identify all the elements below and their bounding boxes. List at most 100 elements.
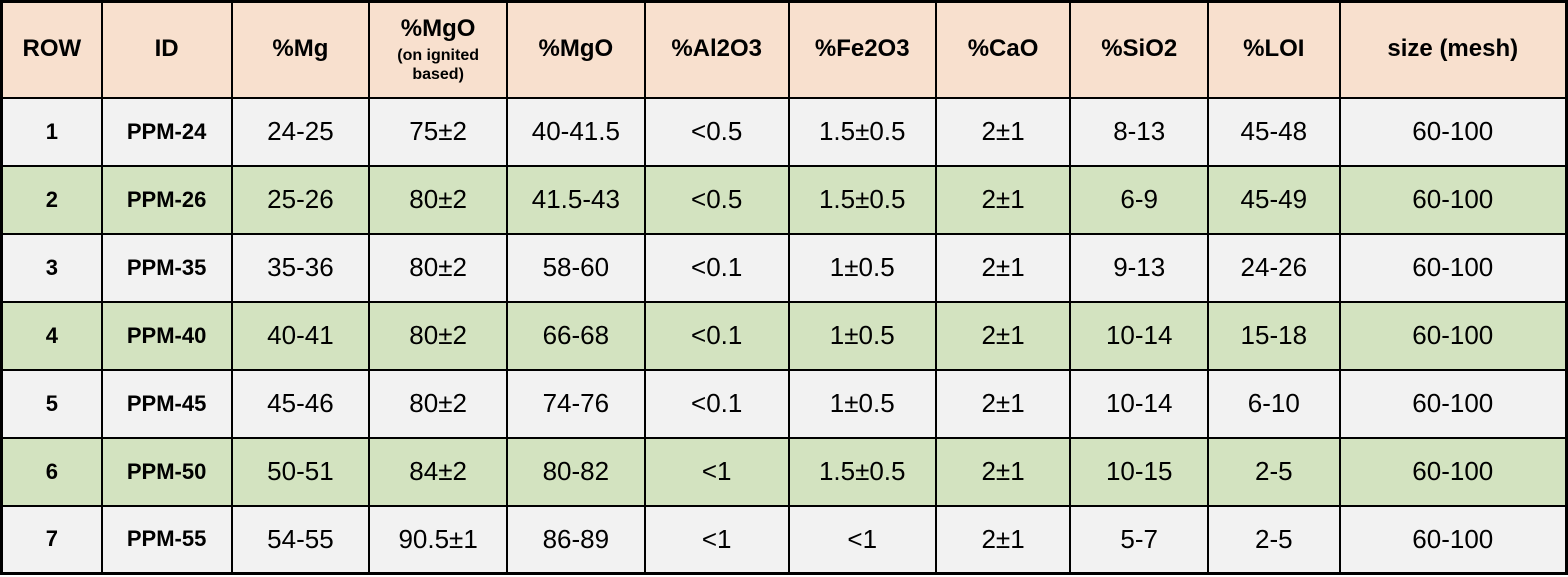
cell: 10-14	[1070, 302, 1208, 370]
col-header-label: %LOI	[1243, 35, 1304, 62]
cell: <1	[789, 506, 936, 574]
col-header-3: %MgO (on ignited based)	[369, 2, 507, 98]
cell: 41.5-43	[507, 166, 645, 234]
row-index: 2	[2, 166, 102, 234]
cell: 80±2	[369, 166, 507, 234]
cell: 6-9	[1070, 166, 1208, 234]
row-index: 5	[2, 370, 102, 438]
cell: 40-41	[232, 302, 370, 370]
table-row: 3PPM-3535-3680±258-60<0.11±0.52±19-1324-…	[2, 234, 1567, 302]
cell: 2-5	[1208, 506, 1339, 574]
cell: 1.5±0.5	[789, 166, 936, 234]
cell: 6-10	[1208, 370, 1339, 438]
header-row: ROW ID %Mg %MgO (on ignited based) %MgO %Al2O3…	[2, 2, 1567, 98]
composition-table: ROW ID %Mg %MgO (on ignited based) %MgO %Al2O3…	[0, 0, 1568, 575]
cell: 40-41.5	[507, 98, 645, 166]
col-header-8: %SiO2	[1070, 2, 1208, 98]
cell: <0.5	[645, 166, 789, 234]
cell: 45-48	[1208, 98, 1339, 166]
cell: 58-60	[507, 234, 645, 302]
cell: 24-25	[232, 98, 370, 166]
cell: 1.5±0.5	[789, 438, 936, 506]
col-header-9: %LOI	[1208, 2, 1339, 98]
cell: 5-7	[1070, 506, 1208, 574]
cell: 60-100	[1340, 370, 1567, 438]
cell: <0.1	[645, 370, 789, 438]
cell: 2-5	[1208, 438, 1339, 506]
cell: 80±2	[369, 302, 507, 370]
row-index: 6	[2, 438, 102, 506]
cell: 80±2	[369, 234, 507, 302]
cell: <0.1	[645, 234, 789, 302]
col-header-2: %Mg	[232, 2, 370, 98]
cell: 74-76	[507, 370, 645, 438]
col-header-label: %Mg	[272, 35, 328, 62]
cell: 60-100	[1340, 438, 1567, 506]
cell: 75±2	[369, 98, 507, 166]
cell: 80-82	[507, 438, 645, 506]
cell: 50-51	[232, 438, 370, 506]
cell: 2±1	[936, 98, 1071, 166]
row-index: 4	[2, 302, 102, 370]
col-header-label: ROW	[23, 35, 82, 62]
cell: 35-36	[232, 234, 370, 302]
row-index: 3	[2, 234, 102, 302]
table-row: 7PPM-5554-5590.5±186-89<1<12±15-72-560-1…	[2, 506, 1567, 574]
cell: 60-100	[1340, 234, 1567, 302]
row-id: PPM-35	[102, 234, 232, 302]
table-row: 5PPM-4545-4680±274-76<0.11±0.52±110-146-…	[2, 370, 1567, 438]
cell: <1	[645, 438, 789, 506]
col-header-label: %MgO	[539, 35, 614, 62]
cell: 9-13	[1070, 234, 1208, 302]
row-id: PPM-45	[102, 370, 232, 438]
cell: 1.5±0.5	[789, 98, 936, 166]
cell: <0.5	[645, 98, 789, 166]
table-header: ROW ID %Mg %MgO (on ignited based) %MgO %Al2O3…	[2, 2, 1567, 98]
cell: 2±1	[936, 234, 1071, 302]
cell: 2±1	[936, 302, 1071, 370]
cell: 45-46	[232, 370, 370, 438]
table-row: 1PPM-2424-2575±240-41.5<0.51.5±0.52±18-1…	[2, 98, 1567, 166]
col-header-label: %Fe2O3	[815, 35, 910, 62]
col-header-label: ID	[155, 35, 179, 62]
col-header-0: ROW	[2, 2, 102, 98]
row-id: PPM-24	[102, 98, 232, 166]
col-header-label: size (mesh)	[1387, 35, 1518, 62]
cell: 45-49	[1208, 166, 1339, 234]
col-header-7: %CaO	[936, 2, 1071, 98]
cell: 60-100	[1340, 302, 1567, 370]
cell: 2±1	[936, 438, 1071, 506]
cell: 10-15	[1070, 438, 1208, 506]
cell: 10-14	[1070, 370, 1208, 438]
cell: 60-100	[1340, 98, 1567, 166]
table-row: 2PPM-2625-2680±241.5-43<0.51.5±0.52±16-9…	[2, 166, 1567, 234]
cell: 80±2	[369, 370, 507, 438]
col-header-label: %MgO	[401, 15, 476, 42]
cell: 1±0.5	[789, 234, 936, 302]
col-header-sublabel: (on ignited based)	[374, 46, 502, 84]
row-id: PPM-26	[102, 166, 232, 234]
cell: 15-18	[1208, 302, 1339, 370]
cell: 24-26	[1208, 234, 1339, 302]
cell: 2±1	[936, 506, 1071, 574]
cell: 1±0.5	[789, 370, 936, 438]
table-body: 1PPM-2424-2575±240-41.5<0.51.5±0.52±18-1…	[2, 98, 1567, 574]
cell: <1	[645, 506, 789, 574]
col-header-label: %CaO	[968, 35, 1039, 62]
col-header-5: %Al2O3	[645, 2, 789, 98]
cell: 60-100	[1340, 506, 1567, 574]
cell: 1±0.5	[789, 302, 936, 370]
cell: 84±2	[369, 438, 507, 506]
row-id: PPM-55	[102, 506, 232, 574]
col-header-label: %Al2O3	[671, 35, 762, 62]
cell: 2±1	[936, 166, 1071, 234]
table-row: 6PPM-5050-5184±280-82<11.5±0.52±110-152-…	[2, 438, 1567, 506]
col-header-6: %Fe2O3	[789, 2, 936, 98]
row-id: PPM-40	[102, 302, 232, 370]
cell: 8-13	[1070, 98, 1208, 166]
col-header-label: %SiO2	[1101, 35, 1177, 62]
cell: <0.1	[645, 302, 789, 370]
cell: 60-100	[1340, 166, 1567, 234]
col-header-10: size (mesh)	[1340, 2, 1567, 98]
cell: 2±1	[936, 370, 1071, 438]
